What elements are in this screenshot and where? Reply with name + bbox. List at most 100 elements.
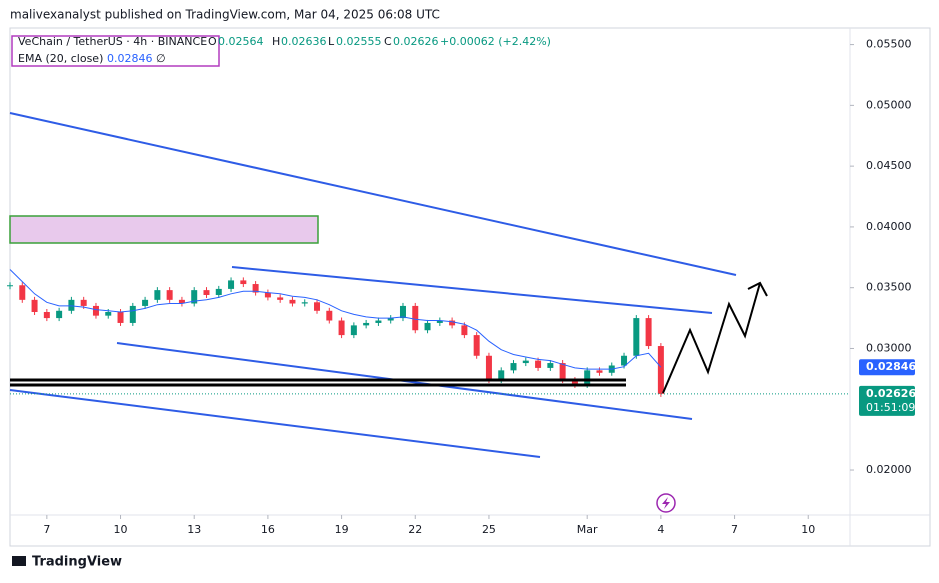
legend-box <box>11 35 220 67</box>
y-tick-label: 0.02000 <box>866 463 912 476</box>
trend-line <box>9 389 541 458</box>
ema-price-label: 0.02846 <box>866 360 916 373</box>
ema-price-box <box>859 359 915 376</box>
candle <box>571 380 578 385</box>
candle <box>657 346 664 394</box>
y-tick-label: 0.03000 <box>866 341 912 354</box>
candle <box>461 325 468 336</box>
frame <box>9 27 931 547</box>
x-tick-label: 22 <box>408 523 422 536</box>
last-price-label: 0.02626 <box>866 387 916 400</box>
supply-zone <box>9 215 319 244</box>
candle <box>522 360 529 364</box>
trend-line <box>231 266 713 314</box>
candle <box>387 318 394 321</box>
candle <box>43 312 50 319</box>
candle <box>277 297 284 300</box>
legend-label: O <box>208 35 217 48</box>
projection-arrow <box>662 282 761 394</box>
legend-label: H <box>272 35 280 48</box>
candle <box>240 280 247 285</box>
event-icon[interactable] <box>656 493 676 513</box>
candle <box>19 285 26 300</box>
arrow-head <box>747 281 768 297</box>
x-tick-label: Mar <box>577 523 598 536</box>
x-tick-label: 4 <box>657 523 664 536</box>
candle <box>154 290 161 300</box>
candle <box>436 320 443 323</box>
x-tick-label: 7 <box>731 523 738 536</box>
candle <box>289 299 296 304</box>
y-tick-label: 0.03500 <box>866 281 912 294</box>
legend-label: L <box>328 35 335 48</box>
candle <box>215 288 222 295</box>
ema-name: EMA (20, close) <box>18 52 103 65</box>
candle <box>510 363 517 371</box>
y-tick-label: 0.04000 <box>866 220 912 233</box>
trend-lines <box>9 112 737 458</box>
legend-change: +0.00062 (+2.42%) <box>440 35 551 48</box>
candle <box>645 318 652 347</box>
candle <box>178 299 185 304</box>
candle <box>584 370 591 385</box>
candle <box>142 299 149 306</box>
candle <box>203 290 210 295</box>
candle <box>535 360 542 368</box>
ema-extra: ∅ <box>156 52 166 65</box>
candle <box>80 299 87 306</box>
candle <box>314 302 321 311</box>
candle <box>485 355 492 381</box>
x-tick-label: 10 <box>114 523 128 536</box>
candle <box>363 322 370 326</box>
x-tick-label: 13 <box>187 523 201 536</box>
legend-value: 0.02626 <box>393 35 439 48</box>
publisher: malivexanalyst published on TradingView.… <box>10 8 440 22</box>
candle <box>117 312 124 323</box>
candle <box>68 299 75 311</box>
brand-logo <box>12 556 26 566</box>
x-tick-label: 7 <box>43 523 50 536</box>
ema-line <box>9 269 662 370</box>
brand: TradingView <box>32 555 122 570</box>
candle <box>326 310 333 321</box>
candle <box>191 290 198 304</box>
candle <box>350 325 357 336</box>
candle <box>31 299 38 313</box>
candle <box>166 290 173 300</box>
x-tick-label: 10 <box>801 523 815 536</box>
candle <box>412 305 419 331</box>
ema-value: 0.02846 <box>107 52 153 65</box>
y-tick-label: 0.05000 <box>866 98 912 111</box>
candle <box>547 363 554 368</box>
candle <box>338 320 345 336</box>
candle <box>559 363 566 381</box>
legend-value: 0.02564 <box>218 35 264 48</box>
candle <box>228 280 235 289</box>
candle <box>633 318 640 356</box>
candle <box>264 292 271 298</box>
candle <box>301 302 308 304</box>
candle <box>7 285 13 287</box>
x-tick-label: 19 <box>335 523 349 536</box>
event-bolt <box>662 497 670 509</box>
candle <box>424 322 431 331</box>
candle <box>375 320 382 323</box>
candle <box>129 305 136 323</box>
candle <box>473 335 480 356</box>
last-price-box <box>859 385 915 416</box>
candle <box>105 312 112 316</box>
candle <box>596 370 603 373</box>
countdown: 01:51:09 <box>866 401 915 414</box>
legend-label: C <box>384 35 392 48</box>
trend-line <box>9 112 737 276</box>
candle <box>621 355 628 366</box>
y-tick-label: 0.05500 <box>866 38 912 51</box>
candle <box>56 310 63 319</box>
legend-symbol: VeChain / TetherUS · 4h · BINANCE <box>18 35 207 48</box>
x-tick-label: 16 <box>261 523 275 536</box>
candle <box>498 370 505 381</box>
x-tick-label: 25 <box>482 523 496 536</box>
y-tick-label: 0.04500 <box>866 159 912 172</box>
